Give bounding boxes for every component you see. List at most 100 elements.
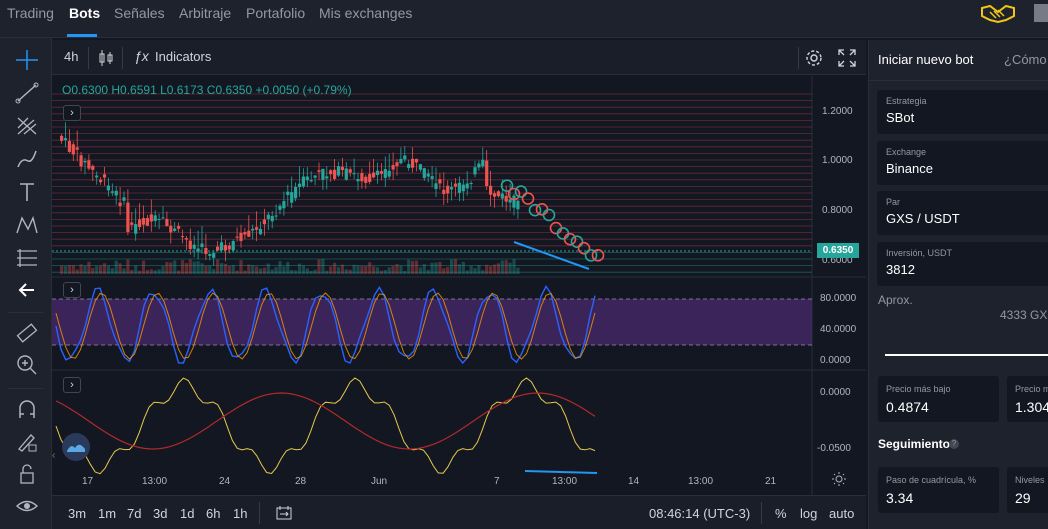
candle-type-icon[interactable] xyxy=(99,49,113,67)
collapse-left-icon[interactable]: ‹ xyxy=(52,450,56,461)
magnet-icon[interactable] xyxy=(14,398,40,422)
nav-trading[interactable]: Trading xyxy=(7,5,54,21)
pair-field[interactable]: Par GXS / USDT xyxy=(877,191,1048,235)
volume-bar xyxy=(477,265,481,274)
arrow-left-icon[interactable] xyxy=(14,278,40,302)
nav-senales[interactable]: Señales xyxy=(114,5,165,21)
candle-body xyxy=(196,248,200,252)
auto-toggle[interactable]: auto xyxy=(829,506,855,521)
volume-bar xyxy=(442,268,446,274)
tradingview-logo-icon[interactable] xyxy=(62,433,90,461)
candle-body xyxy=(243,232,247,235)
investment-field[interactable]: Inversión, USDT 3812 xyxy=(877,242,1048,286)
fib-icon[interactable] xyxy=(14,246,40,270)
range-1d[interactable]: 1d xyxy=(180,506,195,521)
active-tab-underline xyxy=(67,34,97,37)
lowest-price-card[interactable]: Precio más bajo 0.4874 xyxy=(878,376,999,422)
chevron-right-icon[interactable]: › xyxy=(63,105,81,121)
candle-body xyxy=(91,165,95,170)
lock-icon[interactable] xyxy=(14,462,40,486)
pitchfork-icon[interactable] xyxy=(14,114,40,138)
chevron-right-icon[interactable]: › xyxy=(63,377,81,393)
volume-bar xyxy=(278,261,282,274)
candle-body xyxy=(134,224,138,234)
log-toggle[interactable]: log xyxy=(800,506,818,521)
current-price-label: 0.6350 xyxy=(817,243,859,258)
range-3d[interactable]: 3d xyxy=(153,506,168,521)
candle-body xyxy=(372,172,376,178)
nav-portafolio[interactable]: Portafolio xyxy=(246,5,306,21)
investment-slider[interactable] xyxy=(885,354,1048,356)
tab-como[interactable]: ¿Cómo xyxy=(1004,52,1047,67)
nav-bots[interactable]: Bots xyxy=(69,5,101,21)
nav-arbitraje[interactable]: Arbitraje xyxy=(179,5,232,21)
eye-icon[interactable] xyxy=(14,494,40,518)
date-range-icon[interactable] xyxy=(275,505,293,521)
levels-card[interactable]: Niveles 29 xyxy=(1007,467,1048,513)
volume-bar xyxy=(274,266,278,274)
exchange-field[interactable]: Exchange Binance xyxy=(877,141,1048,185)
candle-body xyxy=(442,189,446,195)
stoch-d-line xyxy=(55,292,596,360)
volume-bar xyxy=(434,262,438,274)
ruler-icon[interactable] xyxy=(14,321,40,345)
timeframe-button[interactable]: 4h xyxy=(64,49,79,64)
percent-toggle[interactable]: % xyxy=(775,506,787,521)
candle-body xyxy=(321,168,325,180)
chevron-right-icon[interactable]: › xyxy=(63,282,81,298)
time-tick: 17 xyxy=(82,476,94,487)
handshake-icon[interactable] xyxy=(980,2,1016,26)
candle-body xyxy=(266,214,270,219)
candle-body xyxy=(407,164,411,168)
bot-panel: Iniciar nuevo bot ¿Cómo Estrategia SBot … xyxy=(868,40,1048,529)
volume-bar xyxy=(297,263,302,274)
range-6h[interactable]: 6h xyxy=(206,506,221,521)
tab-iniciar-nuevo-bot[interactable]: Iniciar nuevo bot xyxy=(878,52,974,67)
card-value: 29 xyxy=(1015,490,1031,506)
nav-mis-exchanges[interactable]: Mis exchanges xyxy=(319,5,413,21)
range-1h[interactable]: 1h xyxy=(233,506,248,521)
brush-icon[interactable] xyxy=(14,147,40,171)
price-chart[interactable] xyxy=(52,76,866,496)
help-icon[interactable]: ? xyxy=(949,439,959,449)
volume-bar xyxy=(516,267,520,274)
volume-bar xyxy=(352,264,356,274)
clock-readout[interactable]: 08:46:14 (UTC-3) xyxy=(649,506,751,521)
macd-tick: 0.0000 xyxy=(820,387,851,398)
candle-body xyxy=(477,163,481,168)
pattern-icon[interactable] xyxy=(14,213,40,237)
range-3m[interactable]: 3m xyxy=(68,506,87,521)
settings-gear-icon[interactable] xyxy=(804,48,824,68)
range-1m[interactable]: 1m xyxy=(98,506,117,521)
candle-body xyxy=(157,218,161,220)
function-icon[interactable]: ƒx xyxy=(134,48,149,64)
pencil-lock-icon[interactable] xyxy=(14,430,40,454)
sun-icon[interactable] xyxy=(832,472,846,486)
crosshair-icon[interactable] xyxy=(14,48,40,72)
range-7d[interactable]: 7d xyxy=(127,506,142,521)
volume-bar xyxy=(508,262,512,274)
candle-body xyxy=(278,205,282,210)
grid-step-card[interactable]: Paso de cuadrícula, % 3.34 xyxy=(878,467,999,513)
zoom-icon[interactable] xyxy=(14,353,40,377)
indicators-button[interactable]: Indicators xyxy=(155,49,212,64)
volume-bar xyxy=(391,266,395,274)
trend-line-icon[interactable] xyxy=(14,81,40,105)
stoch-k-line xyxy=(55,285,596,365)
candle-body xyxy=(336,166,341,176)
volume-bar xyxy=(375,267,380,274)
candle-body xyxy=(430,176,434,179)
highest-price-card[interactable]: Precio m 1.304 xyxy=(1007,376,1048,422)
fullscreen-icon[interactable] xyxy=(838,49,856,67)
candle-body xyxy=(286,191,290,195)
candle-body xyxy=(325,176,329,179)
menu-square-icon[interactable] xyxy=(1034,4,1048,22)
volume-bar xyxy=(473,268,477,274)
strategy-field[interactable]: Estrategia SBot xyxy=(877,90,1048,134)
text-icon[interactable] xyxy=(14,180,40,204)
card-label: Precio más bajo xyxy=(886,384,951,394)
volume-bar xyxy=(453,259,458,274)
volume-bar xyxy=(321,259,325,274)
toolbar-divider xyxy=(88,47,89,69)
volume-bar xyxy=(301,265,305,274)
